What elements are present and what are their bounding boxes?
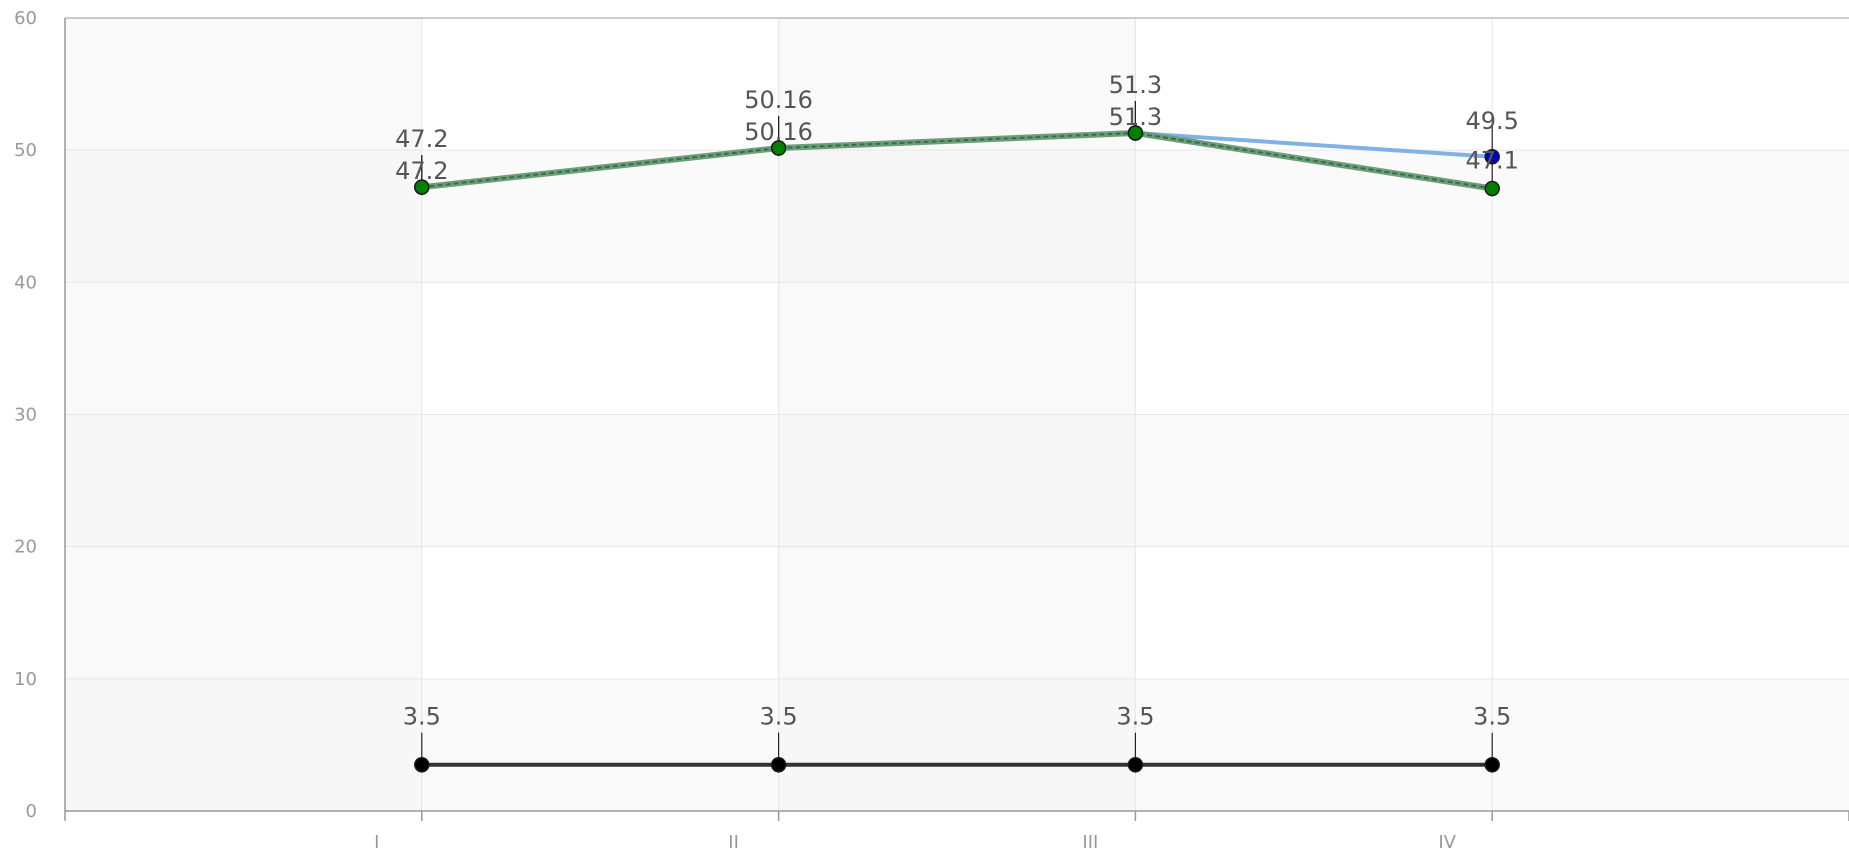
data-point bbox=[414, 756, 430, 773]
y-tick-label: 50 bbox=[14, 140, 37, 161]
data-label: 51.3 bbox=[1109, 103, 1162, 131]
data-label: 50.16 bbox=[744, 86, 813, 114]
x-tick-label: I bbox=[374, 832, 379, 853]
y-tick-label: 30 bbox=[14, 405, 37, 426]
data-point bbox=[1484, 756, 1500, 773]
series-line-dash bbox=[421, 131, 1493, 190]
y-tick-label: 0 bbox=[26, 801, 37, 822]
data-point bbox=[770, 756, 787, 773]
data-point bbox=[414, 179, 430, 195]
data-point bbox=[770, 140, 787, 156]
data-label: 3.5 bbox=[1116, 703, 1154, 731]
data-label: 3.5 bbox=[403, 703, 441, 731]
x-tick-label: IV bbox=[1438, 832, 1456, 853]
y-tick-label: 60 bbox=[14, 8, 37, 29]
data-point bbox=[1127, 756, 1144, 773]
data-label: 3.5 bbox=[760, 703, 798, 731]
x-tick-label: III bbox=[1082, 832, 1098, 853]
data-label: 50.16 bbox=[744, 118, 813, 146]
data-labels: 47.2 50.16 51.3 49.5 47.2 50.16 51.3 47.1 3.5 3.5… bbox=[395, 71, 1519, 731]
y-tick-label: 40 bbox=[14, 272, 37, 293]
data-label: 3.5 bbox=[1473, 703, 1511, 731]
series-lines bbox=[414, 100, 1500, 773]
data-label: 47.1 bbox=[1465, 146, 1518, 174]
y-tick-label: 20 bbox=[14, 537, 37, 558]
y-tick-label: 10 bbox=[14, 669, 37, 690]
data-label: 51.3 bbox=[1109, 71, 1162, 99]
data-label: 49.5 bbox=[1465, 107, 1518, 135]
data-point bbox=[1127, 125, 1144, 141]
data-point bbox=[1484, 180, 1500, 197]
x-tick-label: II bbox=[728, 832, 739, 853]
data-label: 47.2 bbox=[395, 125, 448, 153]
data-label: 47.2 bbox=[395, 157, 448, 185]
